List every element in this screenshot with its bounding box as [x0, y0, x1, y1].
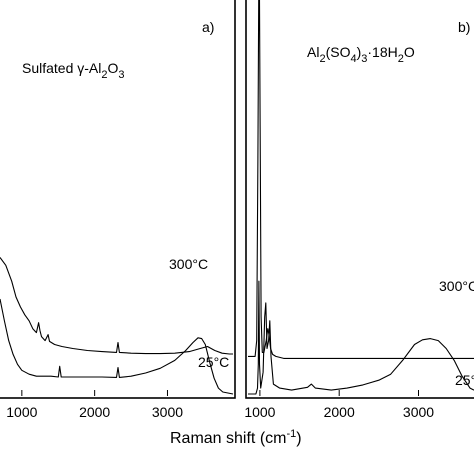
- panel-b-x-tick-label: 2000: [324, 404, 355, 420]
- panel-a-series-line-300c: [0, 257, 233, 355]
- panel-a-series-line-25c: [0, 298, 234, 395]
- panel-b-title: Al2(SO4)3·18H2O: [307, 44, 415, 65]
- panel-a-annotation-300c: 300°C: [169, 256, 208, 272]
- panel-a: a) Sulfated γ-Al2O3 300°C 25°C 1000 2000 3…: [0, 0, 236, 420]
- panel-a-label: a): [202, 19, 214, 35]
- panel-a-plot-area: [0, 257, 234, 395]
- panel-a-x-tick-label: 3000: [152, 404, 183, 420]
- panel-b-frame: [245, 0, 474, 399]
- panel-b-x-ticks: 1000 2000 3000: [244, 390, 434, 420]
- panel-a-frame: [0, 0, 236, 399]
- panel-a-annotation-25c: 25°C: [198, 354, 229, 370]
- panel-b-x-tick-label: 1000: [244, 404, 275, 420]
- panel-b-annotation-300c: 300°C: [439, 278, 474, 294]
- panel-b-series-line-25c: [248, 280, 474, 395]
- panel-b-label: b): [458, 19, 470, 35]
- panel-a-x-tick-label: 1000: [6, 404, 37, 420]
- panel-a-title: Sulfated γ-Al2O3: [22, 60, 125, 81]
- panel-a-x-ticks: 1000 2000 3000: [6, 390, 183, 420]
- panel-b: b) Al2(SO4)3·18H2O 300°C 25°C 1000200030…: [244, 0, 474, 420]
- x-axis-title: Raman shift (cm-1): [170, 428, 302, 447]
- panel-b-x-tick-label: 3000: [403, 404, 434, 420]
- panel-a-x-tick-label: 2000: [79, 404, 110, 420]
- panel-b-plot-area: [248, 0, 474, 395]
